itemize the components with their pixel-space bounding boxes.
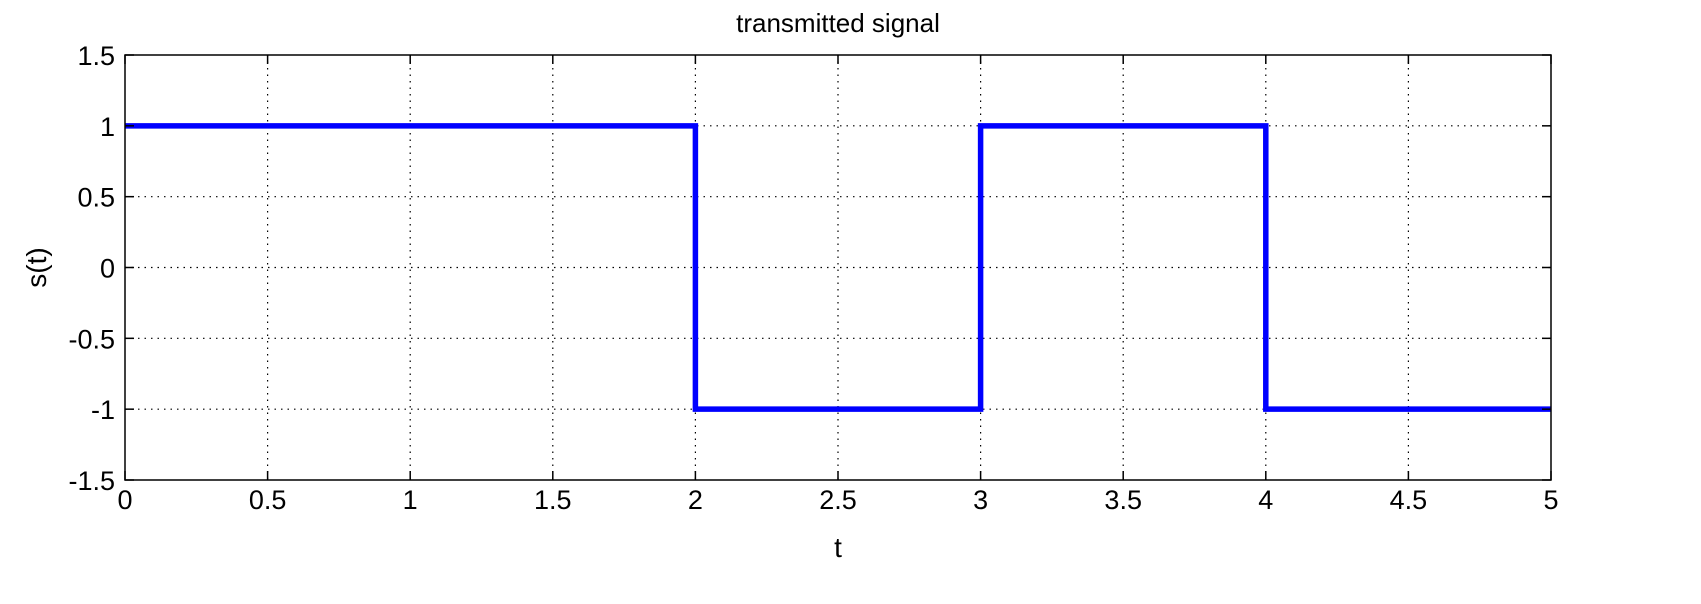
x-tick-label: 2 — [688, 485, 703, 515]
chart-title: transmitted signal — [736, 8, 940, 38]
y-tick-label: 1 — [100, 112, 115, 142]
x-tick-label: 2.5 — [819, 485, 857, 515]
signal-series-line — [125, 123, 1551, 412]
y-tick-label: -1.5 — [68, 466, 115, 496]
x-tick-label: 1.5 — [534, 485, 572, 515]
x-tick-label: 3.5 — [1104, 485, 1142, 515]
y-tick-label: -1 — [91, 395, 115, 425]
x-tick-label: 0.5 — [249, 485, 287, 515]
y-tick-label: 1.5 — [77, 41, 115, 71]
plot-frame — [124, 54, 1552, 481]
y-tick-label: 0.5 — [77, 183, 115, 213]
x-tick-label: 0 — [117, 485, 132, 515]
x-tick-label: 5 — [1543, 485, 1558, 515]
series-layer — [125, 123, 1551, 412]
y-tick-label: -0.5 — [68, 324, 115, 354]
x-axis-label: t — [834, 532, 842, 563]
x-tick-label: 1 — [403, 485, 418, 515]
axis-ticks: 0 0.5 1 1.5 2 2.5 3 3.5 4 4.5 5 -1.5 -1 -0.5 0 0.5 1 1.5 — [68, 41, 1558, 515]
y-tick-label: 0 — [100, 254, 115, 284]
grid-lines — [125, 55, 1551, 480]
x-tick-label: 3 — [973, 485, 988, 515]
x-tick-label: 4 — [1258, 485, 1273, 515]
x-tick-label: 4.5 — [1390, 485, 1428, 515]
y-axis-label: s(t) — [21, 247, 52, 287]
